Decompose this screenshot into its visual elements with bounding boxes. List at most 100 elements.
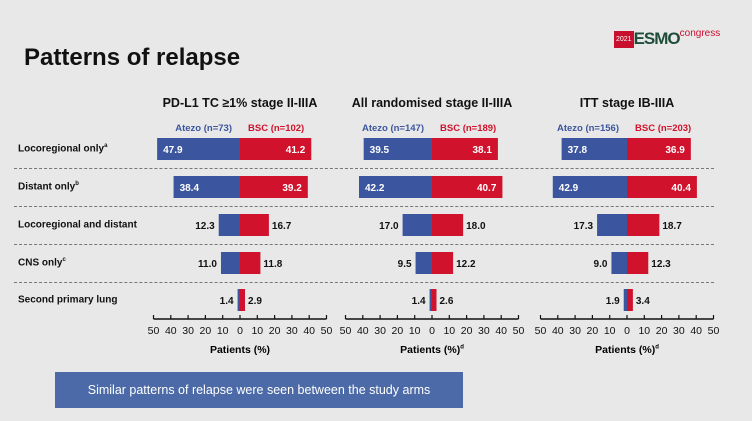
x-tick-label: 30 [569, 325, 581, 337]
x-axis-label-text: Patients (%) [595, 344, 656, 356]
bar-bsc [240, 252, 261, 274]
row-label-text: Distant only [18, 181, 76, 193]
x-tick-label: 50 [708, 325, 720, 337]
legend-bsc-text: BSC (n=203) [635, 123, 692, 134]
x-tick-label: 10 [217, 325, 229, 337]
value-label-atezo: 17.0 [379, 221, 399, 232]
bar-atezo [220, 252, 240, 274]
x-tick-label: 0 [429, 325, 435, 337]
bar-bsc [627, 214, 660, 236]
x-axis-label: Patients (%) [210, 344, 270, 356]
chart-title: ITT stage IB-IIIA [580, 96, 674, 110]
value-label-bsc: 18.0 [466, 221, 486, 232]
value-label-atezo: 42.9 [559, 183, 579, 194]
value-label-bsc: 12.2 [456, 259, 476, 270]
logo-suffix: congress [679, 28, 721, 39]
x-tick-label: 10 [604, 325, 616, 337]
bar-bsc [432, 138, 498, 160]
bar-atezo [358, 176, 432, 198]
x-axis-label: Patients (%)d [400, 344, 464, 356]
chart-title: PD-L1 TC ≥1% stage II-IIIA [163, 96, 318, 110]
x-tick-label: 30 [673, 325, 685, 337]
x-tick-label: 40 [165, 325, 177, 337]
x-tick-label: 40 [495, 325, 507, 337]
bar-atezo [237, 289, 240, 311]
value-label-bsc: 2.6 [439, 296, 453, 307]
x-tick-label: 40 [357, 325, 369, 337]
value-label-bsc: 12.3 [651, 259, 671, 270]
legend-bsc: BSC (n=189) [440, 123, 496, 134]
x-tick-label: 50 [321, 325, 333, 337]
bar-atezo [552, 176, 627, 198]
logo-name: ESMO [633, 29, 681, 48]
chart-title-text: PD-L1 TC ≥1% stage II-IIIA [162, 96, 318, 110]
value-label-atezo: 17.3 [574, 221, 594, 232]
bar-bsc [627, 176, 697, 198]
bar-bsc [240, 176, 308, 198]
row-label-text: Second primary lung [18, 294, 118, 306]
value-label-bsc: 39.2 [282, 183, 302, 194]
bar-atezo [415, 252, 432, 274]
value-label-bsc: 2.9 [248, 296, 262, 307]
bar-bsc [432, 289, 437, 311]
bar-atezo [597, 214, 627, 236]
x-tick-label: 10 [409, 325, 421, 337]
bar-bsc [432, 214, 464, 236]
chart-title: All randomised stage II-IIIA [352, 96, 512, 110]
legend-atezo-text: Atezo (n=147) [361, 123, 424, 134]
bar-atezo [623, 289, 627, 311]
slide-title: Patterns of relapse [24, 44, 241, 71]
chart-title-text: ITT stage IB-IIIA [579, 96, 675, 110]
chart-title-text: All randomised stage II-IIIA [351, 96, 513, 110]
x-tick-label: 20 [587, 325, 599, 337]
value-label-bsc: 18.7 [662, 221, 682, 232]
value-label-atezo: 9.0 [594, 259, 608, 270]
value-label-atezo: 39.5 [370, 145, 390, 156]
value-label-atezo: 47.9 [163, 145, 183, 156]
x-tick-label: 20 [656, 325, 668, 337]
x-axis-label-sup: d [655, 344, 659, 351]
row-label: Second primary lung [18, 294, 117, 305]
legend-atezo: Atezo (n=147) [362, 123, 424, 134]
value-label-atezo: 1.9 [606, 296, 620, 307]
bar-bsc [240, 214, 269, 236]
x-tick-label: 50 [340, 325, 352, 337]
row-label-sup: a [104, 143, 108, 149]
x-tick-label: 30 [286, 325, 298, 337]
value-label-atezo: 9.5 [398, 259, 412, 270]
row-separator [14, 168, 714, 169]
x-axis-label-sup: d [460, 344, 464, 351]
bar-bsc [627, 138, 691, 160]
legend-bsc: BSC (n=102) [248, 123, 304, 134]
x-tick-label: 40 [552, 325, 564, 337]
legend-bsc-text: BSC (n=102) [248, 123, 305, 134]
x-tick-label: 30 [182, 325, 194, 337]
legend-bsc: BSC (n=203) [635, 123, 691, 134]
esmo-logo: 2021 ESMO congress [614, 28, 720, 48]
x-tick-label: 20 [269, 325, 281, 337]
summary-box: Similar patterns of relapse were seen be… [55, 372, 463, 408]
legend-atezo: Atezo (n=156) [557, 123, 619, 134]
value-label-atezo: 1.4 [220, 296, 234, 307]
x-tick-label: 10 [443, 325, 455, 337]
value-label-atezo: 11.0 [198, 259, 217, 270]
bar-bsc [432, 252, 454, 274]
value-label-bsc: 16.7 [272, 221, 292, 232]
bar-bsc [627, 252, 649, 274]
logo-year: 2021 [614, 31, 634, 48]
row-separator [14, 244, 714, 245]
x-tick-label: 40 [690, 325, 702, 337]
value-label-bsc: 41.2 [286, 145, 306, 156]
bar-atezo [363, 138, 432, 160]
bar-bsc [627, 289, 633, 311]
x-tick-label: 30 [478, 325, 490, 337]
bar-bsc [240, 289, 246, 311]
x-tick-label: 20 [392, 325, 404, 337]
value-label-bsc: 11.8 [263, 259, 282, 270]
value-label-atezo: 37.8 [568, 145, 588, 156]
x-tick-label: 50 [148, 325, 160, 337]
x-tick-label: 20 [200, 325, 212, 337]
legend-bsc-text: BSC (n=189) [440, 123, 497, 134]
